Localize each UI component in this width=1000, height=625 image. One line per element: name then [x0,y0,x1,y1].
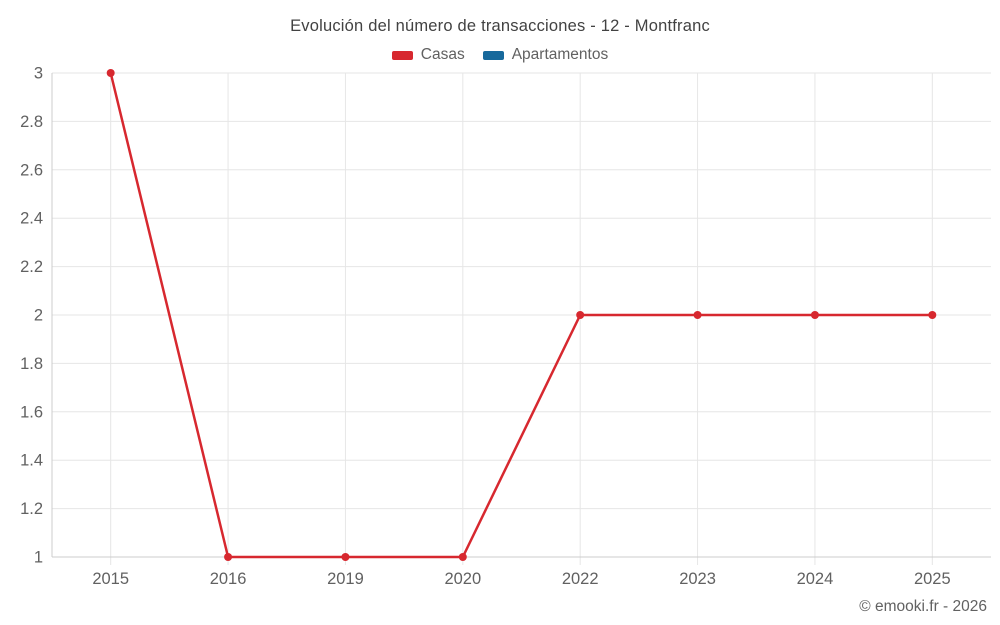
legend-label-apartamentos: Apartamentos [511,46,609,63]
y-axis-tick-label: 1.4 [20,452,43,470]
x-axis-tick-label: 2016 [210,570,247,588]
y-axis-tick-label: 2.2 [20,258,43,276]
x-axis-tick-label: 2024 [797,570,834,588]
casas-data-point-marker[interactable] [693,311,702,319]
x-axis-tick-label: 2023 [679,570,716,588]
copyright-text: © emooki.fr - 2026 [859,598,987,615]
y-axis-tick-label: 2.4 [20,210,43,228]
casas-series-swatch-icon [391,50,413,60]
legend: Casas Apartamentos [0,46,1000,64]
casas-data-point-marker[interactable] [576,311,585,319]
casas-data-point-marker[interactable] [810,311,819,319]
x-axis-tick-label: 2025 [914,570,951,588]
chart-title: Evolución del número de transacciones - … [290,17,710,35]
x-axis-tick-label: 2020 [444,570,481,588]
legend-item-apartamentos[interactable]: Apartamentos [482,46,609,64]
casas-data-point-marker[interactable] [106,69,115,77]
x-axis-tick-label: 2019 [327,570,364,588]
x-axis-tick-label: 2022 [562,570,599,588]
apartamentos-series-swatch-icon [482,50,504,60]
casas-data-point-marker[interactable] [341,553,350,561]
y-axis-tick-label: 2 [34,307,43,325]
casas-line-series [109,71,934,559]
y-axis-tick-label: 2.6 [20,161,43,179]
casas-data-point-marker[interactable] [458,553,467,561]
legend-item-casas[interactable]: Casas [391,46,465,64]
y-axis-tick-label: 1.6 [20,403,43,421]
x-axis-tick-label: 2015 [92,570,129,588]
y-axis-tick-label: 1.8 [20,355,43,373]
y-axis-tick-label: 1.2 [20,500,43,518]
legend-label-casas: Casas [420,46,465,63]
y-axis-tick-label: 1 [34,549,43,567]
y-axis-tick-label: 3 [34,65,43,83]
y-axis-tick-label: 2.8 [20,113,43,131]
casas-data-point-marker[interactable] [928,311,937,319]
casas-data-point-marker[interactable] [224,553,233,561]
